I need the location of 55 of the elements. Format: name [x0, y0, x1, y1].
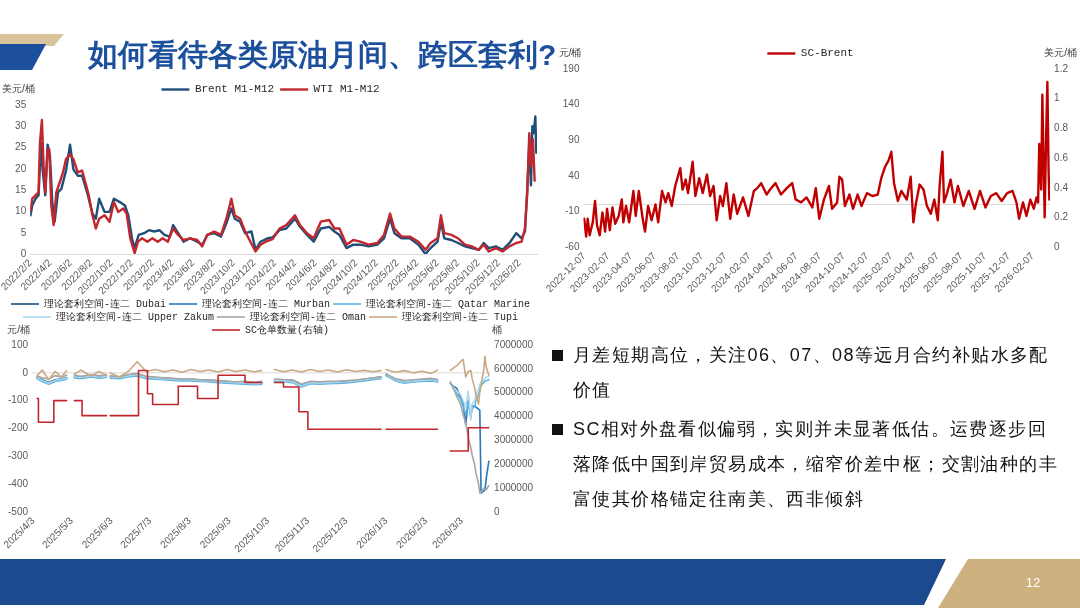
y2-tick-label: 0 — [1054, 241, 1061, 253]
y-tick-label: 25 — [15, 141, 27, 153]
legend-label: 理论套利空间-连二 Upper Zakum — [55, 310, 214, 323]
legend-label: Brent M1-M12 — [194, 83, 275, 96]
y-axis-title: 美元/桶 — [2, 83, 35, 95]
y-tick-label: 40 — [568, 169, 580, 181]
y2-tick-label: 0 — [494, 505, 501, 517]
y-tick-label: 30 — [15, 120, 27, 132]
legend-label: 理论套利空间-连二 Tupi — [402, 310, 519, 323]
y-tick-label: 0 — [22, 366, 29, 378]
y-axis-title: 元/桶 — [558, 47, 582, 59]
y-tick-label: 35 — [15, 98, 27, 110]
y-tick-label: -100 — [8, 394, 29, 406]
y-tick-label: 10 — [15, 205, 27, 217]
y2-tick-label: 0.6 — [1054, 151, 1069, 163]
y-tick-label: 90 — [568, 134, 580, 146]
text: SC相对外盘看似偏弱，实则并未显著低估。运费逐步回落降低中国到岸贸易成本，缩窄价差中枢；交割油种的丰富使其价格锚定往南美、西非倾斜 — [573, 418, 1059, 511]
y-axis-title: 元/桶 — [7, 323, 31, 335]
y-tick-label: 20 — [15, 162, 27, 174]
y-tick-label: 190 — [562, 62, 580, 74]
y2-tick-label: 1000000 — [494, 481, 534, 493]
legend-label: SC-Brent — [800, 47, 854, 60]
y2-axis-title: 桶 — [492, 323, 503, 335]
y-tick-label: -200 — [8, 422, 29, 434]
legend-label: 理论套利空间-连二 Murban — [201, 297, 331, 310]
y-tick-label: 100 — [11, 338, 29, 350]
y-tick-label: -500 — [8, 505, 29, 517]
legend-label: WTI M1-M12 — [313, 83, 380, 96]
y2-tick-label: 2000000 — [494, 458, 534, 470]
y2-tick-label: 7000000 — [494, 338, 534, 350]
y-tick-label: 0 — [20, 247, 27, 259]
y-tick-label: 15 — [15, 183, 27, 195]
y2-tick-label: 0.2 — [1054, 211, 1069, 223]
y2-axis-title: 美元/桶 — [1044, 47, 1077, 59]
legend-label: 理论套利空间-连二 Qatar Marine — [366, 297, 531, 310]
y2-tick-label: 4000000 — [494, 410, 534, 422]
text: 如何看待各类原油月间、跨区套利? — [88, 37, 557, 73]
y2-tick-label: 5000000 — [494, 386, 534, 398]
y2-tick-label: 0.4 — [1054, 181, 1069, 193]
y2-tick-label: 6000000 — [494, 362, 534, 374]
y-tick-label: -60 — [564, 241, 580, 253]
y-tick-label: 5 — [20, 226, 27, 238]
legend-label: SC仓单数量(右轴) — [245, 323, 330, 336]
text: 12 — [1024, 574, 1042, 592]
legend-label: 理论套利空间-连二 Dubai — [43, 297, 166, 310]
y2-tick-label: 3000000 — [494, 434, 534, 446]
y-tick-label: 140 — [562, 98, 580, 110]
y2-tick-label: 1 — [1054, 92, 1061, 104]
text: 月差短期高位，关注06、07、08等远月合约补贴水多配价值 — [573, 344, 1050, 402]
y-tick-label: -300 — [8, 450, 29, 462]
y-tick-label: -400 — [8, 477, 29, 489]
y2-tick-label: 1.2 — [1054, 62, 1069, 74]
y2-tick-label: 0.8 — [1054, 122, 1069, 134]
legend-label: 理论套利空间-连二 Oman — [250, 310, 367, 323]
y-tick-label: -10 — [564, 205, 580, 217]
